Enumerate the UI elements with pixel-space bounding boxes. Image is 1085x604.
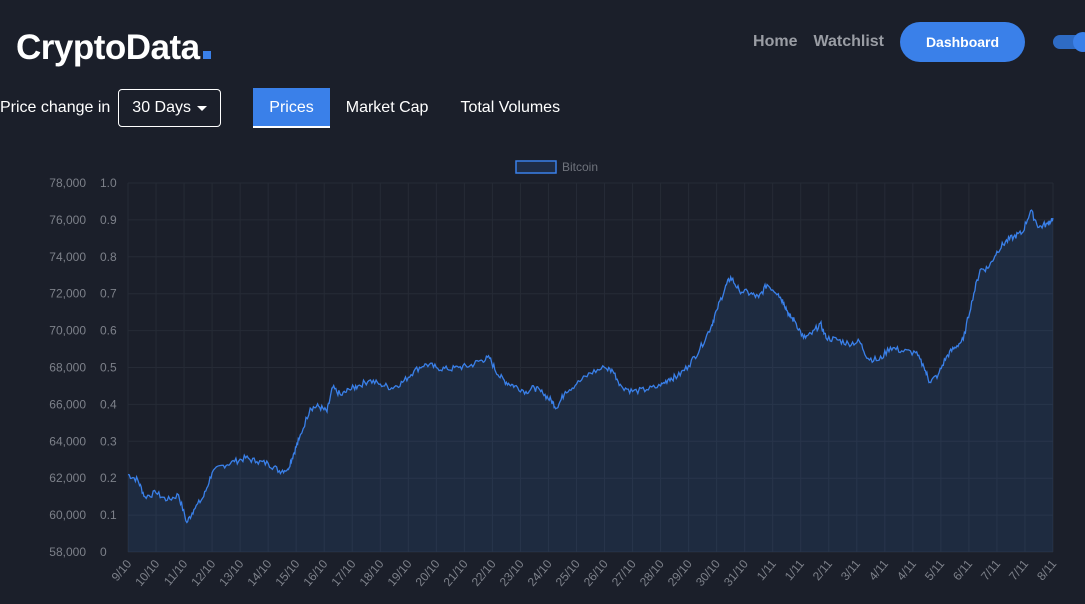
nav-watchlist-link[interactable]: Watchlist <box>813 33 884 50</box>
x-tick-label: 30/10 <box>693 557 723 589</box>
x-tick-label: 26/10 <box>581 557 611 589</box>
y-tick-label-right: 0.9 <box>100 213 117 227</box>
y-tick-label-left: 66,000 <box>49 397 86 411</box>
x-tick-label: 25/10 <box>553 557 583 589</box>
bitcoin-series-line <box>127 209 1054 524</box>
x-tick-label: 15/10 <box>272 557 302 589</box>
x-tick-label: 3/11 <box>838 557 863 583</box>
y-tick-label-right: 1.0 <box>100 176 117 190</box>
y-tick-label-left: 68,000 <box>49 361 86 375</box>
x-tick-label: 18/10 <box>357 557 387 589</box>
theme-toggle[interactable] <box>1053 32 1085 52</box>
x-tick-label: 9/10 <box>109 557 135 584</box>
y-tick-label-left: 76,000 <box>49 213 86 227</box>
y-tick-label-left: 62,000 <box>49 471 86 485</box>
y-tick-label-right: 0.4 <box>100 397 117 411</box>
y-tick-label-right: 0.5 <box>100 361 117 375</box>
bitcoin-area-fill <box>128 210 1053 552</box>
y-tick-label-right: 0.8 <box>100 250 117 264</box>
days-select[interactable]: 30 Days <box>118 89 222 127</box>
y-tick-label-left: 78,000 <box>49 176 86 190</box>
days-select-value: 30 Days <box>132 99 191 116</box>
x-tick-label: 22/10 <box>469 557 499 589</box>
y-tick-label-right: 0.3 <box>100 434 117 448</box>
x-tick-label: 12/10 <box>188 557 218 589</box>
y-tick-label-left: 70,000 <box>49 324 86 338</box>
x-tick-label: 24/10 <box>525 557 555 589</box>
legend-label-bitcoin: Bitcoin <box>562 160 598 174</box>
chart-tabs: Prices Market Cap Total Volumes <box>253 88 576 128</box>
x-tick-label: 1/11 <box>754 557 779 583</box>
x-tick-label: 6/11 <box>950 557 975 583</box>
y-tick-label-left: 60,000 <box>49 508 86 522</box>
chart-controls: Price change in 30 Days Prices Market Ca… <box>0 88 576 128</box>
x-tick-label: 19/10 <box>385 557 415 589</box>
tab-market-cap[interactable]: Market Cap <box>345 99 429 116</box>
x-tick-label: 4/11 <box>866 557 891 583</box>
x-tick-label: 21/10 <box>441 557 471 589</box>
y-tick-label-right: 0.1 <box>100 508 117 522</box>
dashboard-button[interactable]: Dashboard <box>900 22 1025 62</box>
y-tick-label-right: 0.6 <box>100 324 117 338</box>
x-tick-label: 1/11 <box>782 557 807 583</box>
price-change-label: Price change in <box>0 99 111 116</box>
x-tick-label: 10/10 <box>132 557 162 589</box>
y-tick-label-right: 0 <box>100 545 107 559</box>
x-tick-label: 7/11 <box>978 557 1003 583</box>
x-tick-label: 16/10 <box>300 557 330 589</box>
x-tick-label: 7/11 <box>1006 557 1031 583</box>
x-tick-label: 20/10 <box>413 557 443 589</box>
y-tick-label-left: 72,000 <box>49 287 86 301</box>
x-tick-label: 23/10 <box>497 557 527 589</box>
x-tick-label: 27/10 <box>609 557 639 589</box>
x-tick-label: 28/10 <box>637 557 667 589</box>
x-tick-label: 31/10 <box>721 557 751 589</box>
x-tick-label: 4/11 <box>894 557 919 583</box>
x-tick-label: 14/10 <box>244 557 274 589</box>
y-tick-label-left: 74,000 <box>49 250 86 264</box>
y-tick-label-left: 58,000 <box>49 545 86 559</box>
legend-swatch <box>515 160 557 174</box>
x-tick-label: 5/11 <box>922 557 947 583</box>
caret-down-icon <box>197 105 208 111</box>
x-tick-label: 29/10 <box>665 557 695 589</box>
x-tick-label: 8/11 <box>1034 557 1059 583</box>
logo[interactable]: CryptoData <box>16 28 211 68</box>
toggle-knob <box>1073 32 1085 52</box>
price-chart: 78,000 1.0 76,000 0.9 74,000 0.8 72,000 0.7 70,0… <box>49 160 1059 589</box>
nav-home-link[interactable]: Home <box>753 33 798 50</box>
tab-total-volumes[interactable]: Total Volumes <box>460 99 561 116</box>
logo-dot <box>202 51 211 59</box>
y-tick-label-right: 0.7 <box>100 287 117 301</box>
x-tick-label: 13/10 <box>216 557 246 589</box>
x-tick-label: 2/11 <box>810 557 835 583</box>
y-tick-label-right: 0.2 <box>100 471 117 485</box>
logo-text: CryptoData <box>16 28 200 67</box>
y-tick-label-left: 64,000 <box>49 434 86 448</box>
top-nav: Home Watchlist Dashboard <box>753 22 1085 62</box>
x-tick-label: 17/10 <box>329 557 359 589</box>
tab-prices[interactable]: Prices <box>253 88 330 128</box>
x-tick-label: 11/10 <box>161 557 191 589</box>
